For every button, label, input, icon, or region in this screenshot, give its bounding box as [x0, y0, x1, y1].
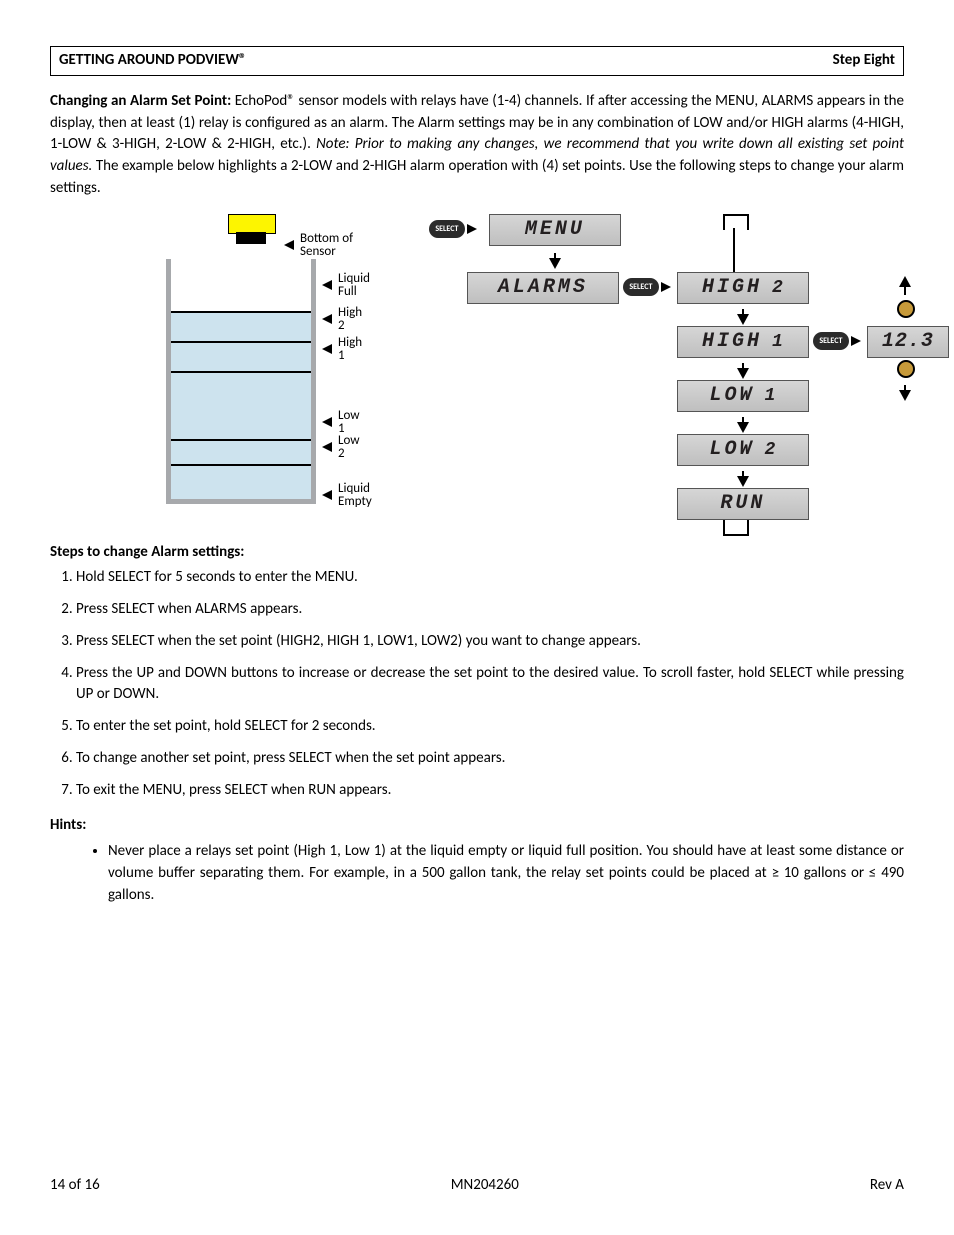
lcd-high1: HIGH1	[677, 326, 809, 358]
arrow-down-icon	[549, 258, 561, 269]
label-high2: High 2	[322, 306, 367, 333]
select-button[interactable]: SELECT	[623, 278, 659, 296]
v-line	[733, 228, 735, 272]
page-footer: 14 of 16 MN204260 Rev A	[50, 1175, 904, 1197]
bracket-bottom-icon	[723, 520, 749, 536]
lcd-low2: LOW2	[677, 434, 809, 466]
lcd-low1: LOW1	[677, 380, 809, 412]
arrow-down-icon	[737, 422, 749, 433]
bracket-top-icon	[723, 214, 749, 230]
arrow-left-icon	[322, 442, 332, 452]
arrow-right-icon	[661, 282, 671, 292]
arrow-right-icon	[851, 336, 861, 346]
label-bottom-sensor: Bottom of Sensor	[284, 232, 353, 259]
step-item: Press SELECT when the set point (HIGH2, …	[76, 631, 904, 653]
header-right: Step Eight	[833, 50, 895, 72]
footer-page: 14 of 16	[50, 1175, 100, 1197]
arrow-up-icon[interactable]	[899, 276, 911, 287]
section-header: GETTING AROUND PODVIEW® Step Eight	[50, 46, 904, 76]
label-high1: High 1	[322, 336, 367, 363]
knob-up-icon[interactable]	[897, 300, 915, 318]
step-item: Press SELECT when ALARMS appears.	[76, 599, 904, 621]
steps-title: Steps to change Alarm settings:	[50, 542, 904, 564]
arrow-left-icon	[322, 417, 332, 427]
lcd-run: RUN	[677, 488, 809, 520]
hint-item: Never place a relays set point (High 1, …	[108, 841, 904, 906]
lcd-menu: MENU	[489, 214, 621, 246]
line-high1	[171, 371, 311, 373]
sensor-body-icon	[236, 232, 266, 244]
header-left: GETTING AROUND PODVIEW®	[59, 50, 247, 72]
label-low1: Low 1	[322, 409, 367, 436]
liquid-fill	[171, 311, 311, 499]
arrow-left-icon	[322, 280, 332, 290]
hints-title: Hints:	[50, 815, 904, 837]
sensor-top-icon	[228, 214, 276, 234]
arrow-right-icon	[467, 224, 477, 234]
arrow-down-icon	[737, 368, 749, 379]
label-low2: Low 2	[322, 434, 367, 461]
arrow-left-icon	[322, 490, 332, 500]
line-low2	[171, 464, 311, 466]
arrow-left-icon	[284, 240, 294, 250]
figures: Bottom of Sensor Liquid Full High 2 High…	[110, 214, 904, 524]
select-button[interactable]: SELECT	[813, 332, 849, 350]
intro-paragraph: Changing an Alarm Set Point: EchoPod® se…	[50, 91, 904, 200]
steps-list: Hold SELECT for 5 seconds to enter the M…	[50, 567, 904, 801]
select-button[interactable]: SELECT	[429, 220, 465, 238]
tank-outline	[166, 259, 316, 504]
label-liquid-empty: Liquid Empty	[322, 482, 372, 509]
line-low1	[171, 439, 311, 441]
label-liquid-full: Liquid Full	[322, 272, 370, 299]
footer-doc: MN204260	[451, 1175, 519, 1197]
footer-rev: Rev A	[870, 1175, 904, 1197]
line-high2	[171, 341, 311, 343]
flow-diagram: SELECT MENU ALARMS SELECT HIGH2 HIGH1 LO…	[427, 214, 904, 524]
knob-down-icon[interactable]	[897, 360, 915, 378]
lcd-value: 12.3	[867, 326, 949, 358]
arrow-down-icon	[737, 314, 749, 325]
tank-diagram: Bottom of Sensor Liquid Full High 2 High…	[110, 214, 367, 514]
step-item: To enter the set point, hold SELECT for …	[76, 716, 904, 738]
step-item: Hold SELECT for 5 seconds to enter the M…	[76, 567, 904, 589]
step-item: To exit the MENU, press SELECT when RUN …	[76, 780, 904, 802]
lcd-alarms: ALARMS	[467, 272, 619, 304]
arrow-down-icon[interactable]	[899, 390, 911, 401]
lcd-high2: HIGH2	[677, 272, 809, 304]
step-item: Press the UP and DOWN buttons to increas…	[76, 663, 904, 707]
intro-lead: Changing an Alarm Set Point:	[50, 92, 231, 110]
arrow-down-icon	[737, 476, 749, 487]
arrow-left-icon	[322, 314, 332, 324]
step-item: To change another set point, press SELEC…	[76, 748, 904, 770]
intro-body2: The example below highlights a 2-LOW and…	[50, 157, 904, 197]
arrow-left-icon	[322, 344, 332, 354]
line-liquid-full	[171, 311, 311, 313]
hints-list: Never place a relays set point (High 1, …	[50, 841, 904, 906]
